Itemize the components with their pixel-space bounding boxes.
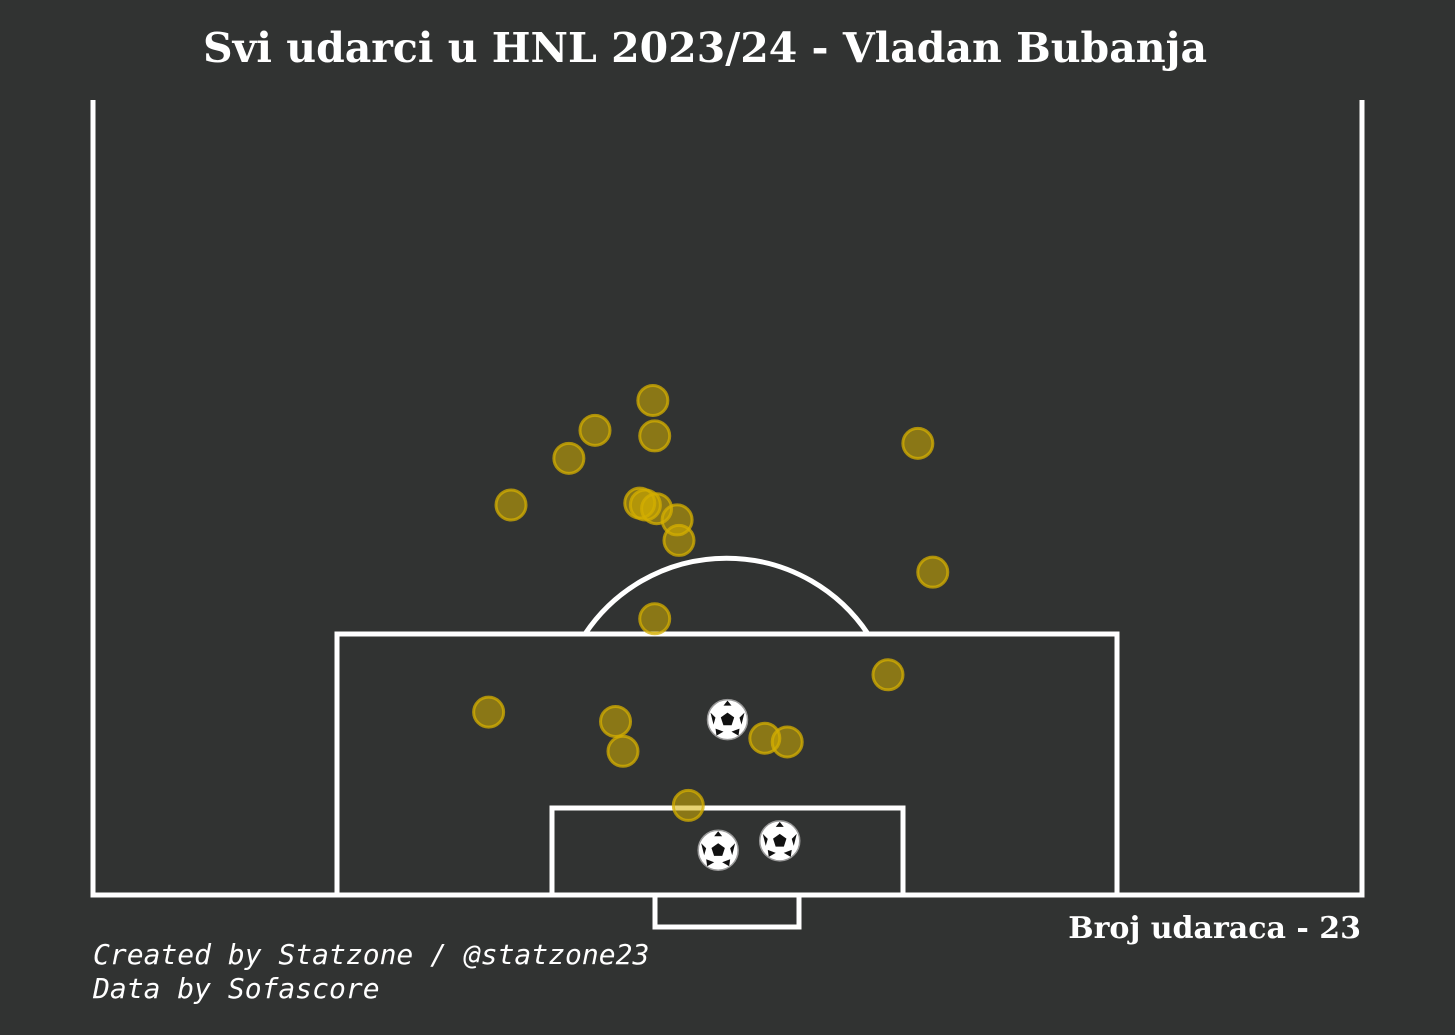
penalty-arc	[582, 555, 871, 636]
missed-shot-marker	[638, 419, 672, 453]
missed-shot-marker	[552, 441, 586, 475]
pitch-lines	[90, 100, 1365, 930]
data-source-line: Data by Sofascore	[92, 972, 380, 1005]
missed-shot-marker	[770, 725, 804, 759]
missed-shot-marker	[638, 602, 672, 636]
penalty-area	[334, 631, 1120, 895]
goal-shot-marker	[706, 698, 749, 741]
six-yard-box	[549, 805, 906, 895]
missed-shot-marker	[871, 658, 905, 692]
missed-shot-marker	[916, 555, 950, 589]
goal-shot-marker	[697, 829, 739, 871]
missed-shot-marker	[606, 734, 640, 768]
missed-shot-marker	[578, 413, 612, 447]
shot-markers	[472, 383, 950, 871]
shot-count-label: Broj udaraca - 23	[1068, 911, 1361, 946]
goal	[652, 895, 802, 930]
missed-shot-marker	[494, 488, 528, 522]
chart-title: Svi udarci u HNL 2023/24 - Vladan Bubanj…	[203, 24, 1207, 72]
touchline-and-goal-line	[90, 100, 1365, 898]
missed-shot-marker	[901, 426, 935, 460]
missed-shot-marker	[472, 695, 506, 729]
credit-line: Created by Statzone / @statzone23	[93, 938, 649, 971]
missed-shot-marker	[599, 704, 633, 738]
missed-shot-marker	[671, 788, 705, 822]
missed-shot-marker	[662, 523, 696, 557]
goal-shot-marker	[759, 820, 801, 862]
missed-shot-marker	[636, 383, 670, 417]
